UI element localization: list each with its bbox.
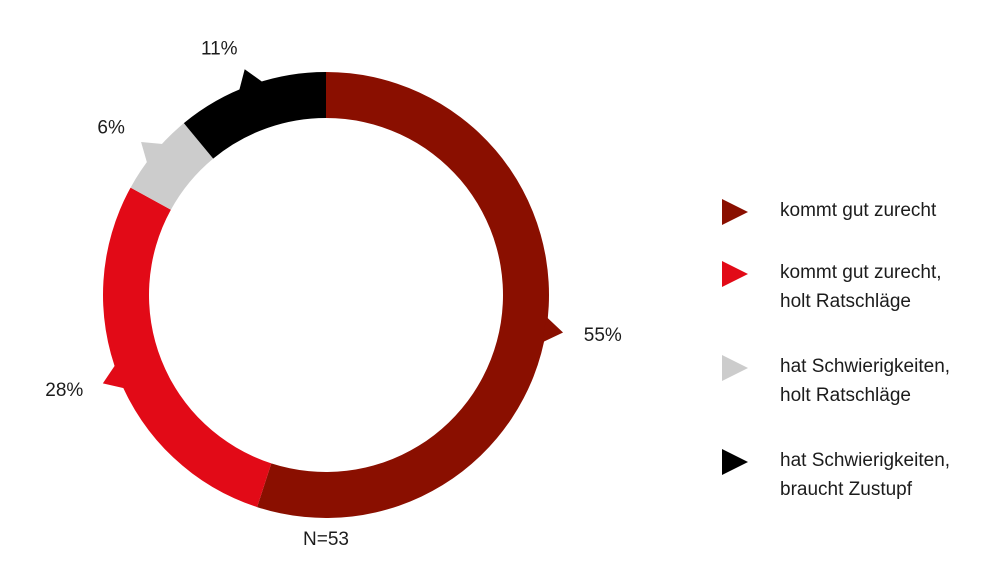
value-label-hat-schwierigkeiten-holt-ratschlaege: 6% <box>97 118 125 139</box>
legend-label-hat-schwierigkeiten-holt-ratschlaege: hat Schwierigkeiten, holt Ratschläge <box>780 356 951 406</box>
legend-marker-kommt-gut-zurecht-holt-ratschlaege <box>722 261 748 287</box>
labels-layer: 55% 28% 6% 11% <box>45 38 622 401</box>
legend-label-kommt-gut-zurecht-holt-ratschlaege: kommt gut zurecht, holt Ratschläge <box>780 262 942 312</box>
slice-hat-schwierigkeiten-holt-ratschlaege <box>130 123 214 210</box>
slices-layer <box>102 69 564 519</box>
legend-marker-hat-schwierigkeiten-braucht-zustupf <box>722 449 748 475</box>
slice-kommt-gut-zurecht <box>257 72 550 519</box>
value-label-kommt-gut-zurecht: 55% <box>584 325 622 346</box>
value-label-hat-schwierigkeiten-braucht-zustupf: 11% <box>201 38 238 59</box>
slice-pointer-kommt-gut-zurecht <box>542 316 564 343</box>
value-label-kommt-gut-zurecht-holt-ratschlaege: 28% <box>45 380 83 401</box>
legend-marker-kommt-gut-zurecht <box>722 199 748 225</box>
slice-pointer-hat-schwierigkeiten-holt-ratschlaege <box>141 142 165 165</box>
legend-label-hat-schwierigkeiten-braucht-zustupf: hat Schwierigkeiten, braucht Zustupf <box>780 450 951 500</box>
slice-kommt-gut-zurecht-holt-ratschlaege <box>102 187 272 508</box>
sample-size-note: N=53 <box>303 529 349 550</box>
legend-label-kommt-gut-zurecht: kommt gut zurecht <box>780 200 937 221</box>
legend-marker-hat-schwierigkeiten-holt-ratschlaege <box>722 355 748 381</box>
slice-pointer-kommt-gut-zurecht-holt-ratschlaege <box>102 364 126 389</box>
slice-pointer-hat-schwierigkeiten-braucht-zustupf <box>238 69 264 92</box>
slice-hat-schwierigkeiten-braucht-zustupf <box>183 72 326 159</box>
